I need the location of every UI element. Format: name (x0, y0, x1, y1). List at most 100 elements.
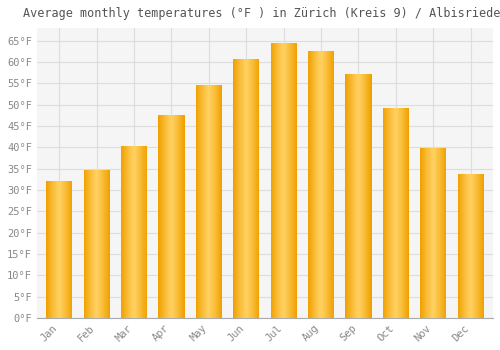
Bar (97, 170, 98, 318)
Bar (437, 148, 438, 318)
Bar (387, 108, 388, 318)
Bar (308, 51, 309, 318)
Bar (94, 170, 95, 318)
Bar (259, 59, 260, 318)
Bar (440, 148, 441, 318)
Bar (294, 43, 295, 318)
Bar (63, 182, 64, 318)
Bar (95, 170, 96, 318)
Bar (368, 74, 369, 318)
Bar (431, 148, 432, 318)
Bar (331, 51, 332, 318)
Bar (52, 182, 53, 318)
Bar (356, 74, 357, 318)
Bar (123, 146, 124, 318)
Bar (406, 108, 407, 318)
Bar (475, 174, 476, 318)
Bar (198, 85, 199, 318)
Bar (211, 85, 212, 318)
Bar (234, 59, 235, 318)
Bar (274, 43, 276, 318)
Bar (321, 51, 322, 318)
Bar (237, 59, 238, 318)
Bar (102, 170, 103, 318)
Bar (177, 116, 178, 318)
Bar (54, 182, 55, 318)
Bar (176, 116, 177, 318)
Bar (136, 146, 137, 318)
Bar (466, 174, 467, 318)
Bar (235, 59, 236, 318)
Bar (65, 182, 66, 318)
Bar (214, 85, 215, 318)
Bar (244, 59, 245, 318)
Bar (241, 59, 242, 318)
Bar (104, 170, 105, 318)
Bar (179, 116, 180, 318)
Bar (201, 85, 202, 318)
Bar (349, 74, 350, 318)
Bar (64, 182, 65, 318)
Bar (346, 74, 347, 318)
Bar (255, 59, 256, 318)
Bar (205, 85, 206, 318)
Bar (329, 51, 330, 318)
Bar (68, 182, 69, 318)
Bar (462, 174, 463, 318)
Bar (163, 116, 164, 318)
Bar (481, 174, 482, 318)
Bar (173, 116, 174, 318)
Bar (310, 51, 311, 318)
Bar (245, 59, 246, 318)
Bar (322, 51, 323, 318)
Bar (320, 51, 321, 318)
Bar (317, 51, 318, 318)
Bar (133, 146, 134, 318)
Bar (47, 182, 48, 318)
Bar (108, 170, 109, 318)
Bar (233, 59, 234, 318)
Bar (135, 146, 136, 318)
Bar (128, 146, 129, 318)
Bar (71, 182, 72, 318)
Bar (359, 74, 360, 318)
Bar (426, 148, 427, 318)
Bar (93, 170, 94, 318)
Bar (250, 59, 251, 318)
Bar (129, 146, 130, 318)
Bar (143, 146, 144, 318)
Bar (311, 51, 312, 318)
Bar (480, 174, 481, 318)
Bar (57, 182, 58, 318)
Bar (213, 85, 214, 318)
Bar (422, 148, 424, 318)
Bar (474, 174, 475, 318)
Bar (50, 182, 51, 318)
Bar (62, 182, 63, 318)
Bar (253, 59, 254, 318)
Bar (70, 182, 71, 318)
Bar (100, 170, 101, 318)
Bar (357, 74, 358, 318)
Bar (86, 170, 87, 318)
Bar (219, 85, 220, 318)
Bar (473, 174, 474, 318)
Bar (428, 148, 429, 318)
Bar (332, 51, 333, 318)
Bar (463, 174, 464, 318)
Bar (325, 51, 326, 318)
Bar (370, 74, 371, 318)
Bar (209, 85, 210, 318)
Bar (159, 116, 160, 318)
Bar (127, 146, 128, 318)
Bar (459, 174, 460, 318)
Bar (353, 74, 354, 318)
Bar (217, 85, 218, 318)
Bar (393, 108, 394, 318)
Bar (277, 43, 278, 318)
Bar (284, 43, 285, 318)
Bar (478, 174, 479, 318)
Bar (178, 116, 179, 318)
Bar (215, 85, 216, 318)
Bar (249, 59, 250, 318)
